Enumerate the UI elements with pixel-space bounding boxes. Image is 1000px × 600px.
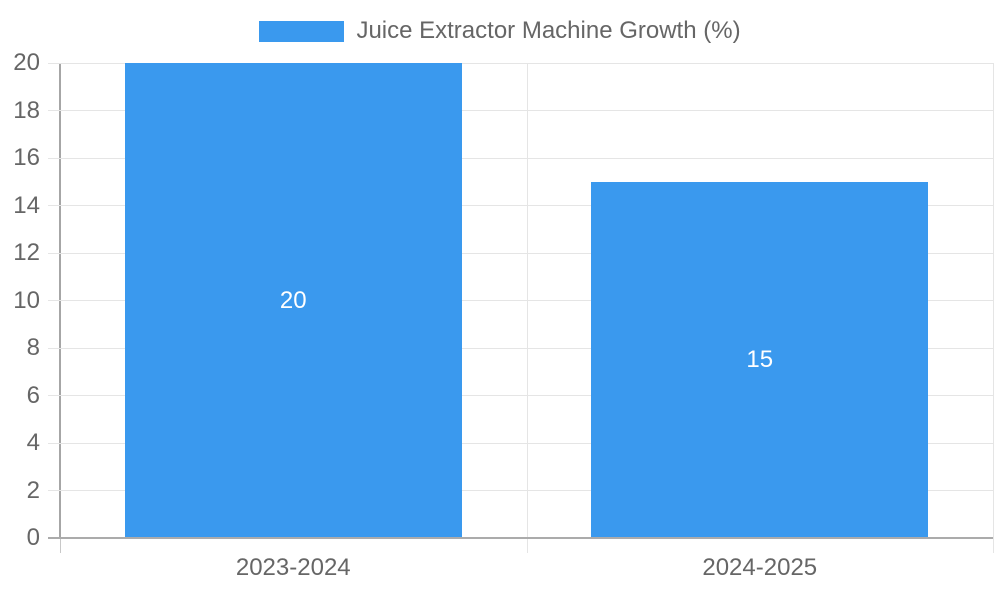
horizontal-gridline: [48, 347, 993, 349]
y-axis-tick-label: 6: [26, 381, 40, 409]
y-axis-tick-label: 10: [13, 286, 40, 314]
y-axis-tick-label: 12: [13, 239, 40, 266]
y-axis-tick-label: 16: [13, 144, 40, 171]
y-axis-tick-label: 2: [26, 476, 40, 504]
y-axis-bottom-tick: [60, 538, 61, 553]
horizontal-gridline: [48, 62, 993, 64]
y-axis-tick-label: 14: [13, 191, 40, 219]
horizontal-gridline: [48, 300, 993, 301]
horizontal-gridline: [48, 252, 993, 254]
horizontal-gridline: [48, 442, 993, 444]
legend-swatch: [259, 20, 345, 42]
vertical-gridline: [526, 63, 528, 553]
y-axis-tick-label: 18: [13, 96, 40, 124]
bar-value-label: 20: [279, 286, 307, 314]
y-axis-tick-label: 20: [13, 49, 40, 76]
legend-item[interactable]: Juice Extractor Machine Growth (%): [0, 16, 1000, 46]
y-axis-tick-label: 4: [26, 429, 40, 456]
bar-2024-2025: [591, 181, 929, 538]
horizontal-gridline: [48, 395, 993, 396]
horizontal-gridline: [48, 110, 993, 111]
y-axis-tick-label: 0: [26, 524, 40, 551]
bar-2023-2024: [124, 63, 462, 538]
horizontal-gridline: [48, 205, 993, 206]
legend-label: Juice Extractor Machine Growth (%): [356, 17, 741, 44]
x-axis-category-label: 2023-2024: [235, 554, 351, 581]
vertical-gridline: [993, 63, 994, 553]
y-axis-tick-label: 8: [26, 334, 40, 361]
horizontal-gridline: [48, 490, 993, 491]
x-axis-category-label: 2024-2025: [702, 554, 818, 581]
horizontal-gridline: [48, 157, 993, 159]
x-axis-baseline: [48, 537, 993, 539]
bar-value-label: 15: [746, 345, 774, 373]
